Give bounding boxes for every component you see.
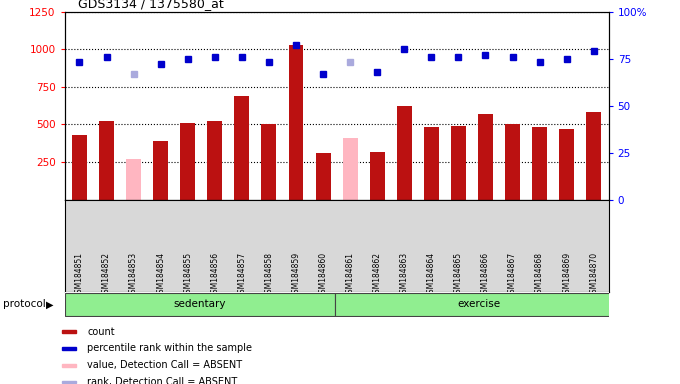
Text: value, Detection Call = ABSENT: value, Detection Call = ABSENT — [87, 360, 242, 370]
Bar — [478, 114, 493, 200]
Bar — [62, 364, 75, 367]
Bar — [235, 96, 250, 200]
Bar — [72, 135, 87, 200]
Bar — [62, 347, 75, 350]
Text: exercise: exercise — [458, 299, 501, 310]
Text: protocol: protocol — [3, 299, 46, 310]
Text: GDS3134 / 1375580_at: GDS3134 / 1375580_at — [78, 0, 224, 10]
Bar — [288, 45, 303, 200]
Bar — [62, 330, 75, 333]
Bar — [335, 293, 624, 316]
Bar — [505, 124, 520, 200]
Bar — [343, 138, 358, 200]
Bar — [62, 381, 75, 383]
Bar — [99, 121, 114, 200]
Text: rank, Detection Call = ABSENT: rank, Detection Call = ABSENT — [87, 377, 237, 384]
Bar — [451, 126, 466, 200]
Bar — [586, 113, 601, 200]
Bar — [153, 141, 168, 200]
Bar — [207, 121, 222, 200]
Bar — [424, 127, 439, 200]
Text: percentile rank within the sample: percentile rank within the sample — [87, 343, 252, 353]
Bar — [65, 293, 335, 316]
Bar — [532, 127, 547, 200]
Bar — [180, 123, 195, 200]
Bar — [559, 129, 574, 200]
Text: sedentary: sedentary — [173, 299, 226, 310]
Bar — [397, 106, 411, 200]
Bar — [262, 124, 276, 200]
Bar — [316, 153, 330, 200]
Text: ▶: ▶ — [46, 299, 54, 310]
Bar — [370, 152, 385, 200]
Bar — [126, 159, 141, 200]
Text: count: count — [87, 326, 115, 337]
